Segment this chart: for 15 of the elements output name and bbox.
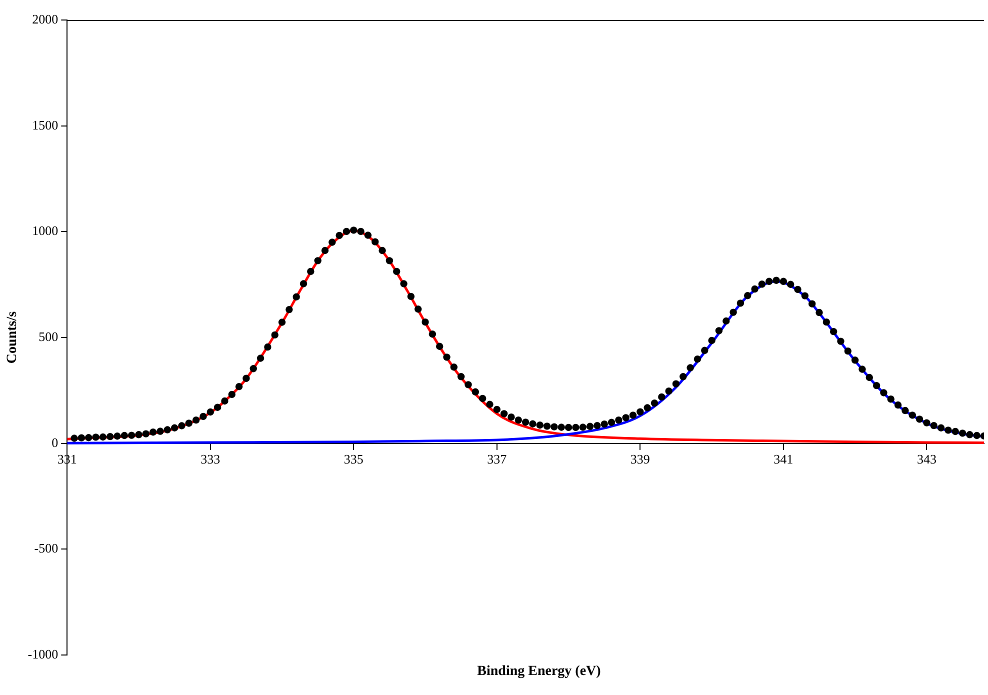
y-tick-label: -1000	[28, 646, 58, 662]
y-axis-title: Counts/s	[5, 310, 20, 364]
y-tick-label: -500	[34, 540, 58, 556]
y-tick-label: 1500	[32, 117, 58, 132]
x-tick-label: 339	[630, 452, 650, 467]
y-tick-label: 2000	[32, 11, 58, 26]
y-tick-label: 500	[38, 328, 58, 344]
x-axis-title: Binding Energy (eV)	[476, 664, 602, 680]
x-tick-label: 335	[344, 452, 364, 467]
x-tick-label: 343	[916, 452, 936, 467]
x-tick-label: 337	[487, 452, 508, 467]
x-tick-label: 341	[774, 452, 794, 467]
y-tick-label: 0	[52, 434, 58, 450]
x-tick-label: 333	[200, 452, 220, 467]
y-tick-label: 1000	[32, 223, 58, 238]
